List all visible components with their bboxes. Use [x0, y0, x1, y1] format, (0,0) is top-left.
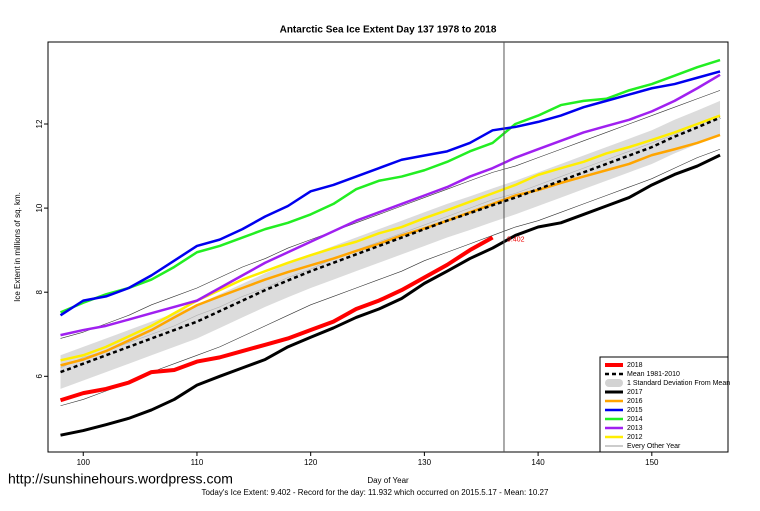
y-tick-label: 12 [35, 119, 44, 128]
legend-label: Mean 1981-2010 [627, 371, 680, 378]
plot-area [59, 58, 721, 437]
legend-label: 2012 [627, 434, 643, 441]
series-line [59, 70, 721, 317]
other-year-line [60, 90, 721, 339]
series-line [60, 133, 721, 367]
legend-swatch [605, 379, 623, 387]
series-line [60, 114, 721, 362]
legend-label: 2017 [627, 389, 643, 396]
legend-label: 2018 [627, 362, 643, 369]
legend-label: 2016 [627, 398, 643, 405]
series-line [60, 153, 721, 437]
series-line [59, 235, 494, 403]
x-tick-label: 100 [77, 458, 91, 467]
series-line [60, 58, 721, 314]
x-tick-label: 120 [304, 458, 318, 467]
y-tick-label: 6 [35, 374, 44, 379]
y-tick-label: 10 [35, 203, 44, 212]
y-axis-label: Ice Extent in millions of sq. km. [13, 192, 22, 302]
legend-label: 2015 [627, 407, 643, 414]
annotation: 9.402 [507, 236, 525, 243]
legend-label: 2013 [627, 425, 643, 432]
legend-label: 2014 [627, 416, 643, 423]
x-tick-label: 130 [418, 458, 432, 467]
series-line [60, 116, 721, 374]
watermark: http://sunshinehours.wordpress.com [8, 471, 233, 487]
x-tick-label: 110 [191, 458, 204, 467]
footer: Today's Ice Extent: 9.402 - Record for t… [202, 488, 549, 497]
other-year-line [60, 148, 721, 407]
x-tick-label: 150 [645, 458, 659, 467]
x-axis-label: Day of Year [367, 476, 409, 485]
series-line [60, 73, 721, 337]
x-tick-label: 140 [531, 458, 545, 467]
plot-frame [47, 41, 729, 453]
legend-label: 1 Standard Deviation From Mean [627, 380, 730, 387]
y-tick-label: 8 [35, 289, 44, 294]
std-band [60, 100, 721, 389]
legend-label: Every Other Year [627, 443, 681, 450]
chart-title: Antarctic Sea Ice Extent Day 137 1978 to… [280, 25, 497, 36]
